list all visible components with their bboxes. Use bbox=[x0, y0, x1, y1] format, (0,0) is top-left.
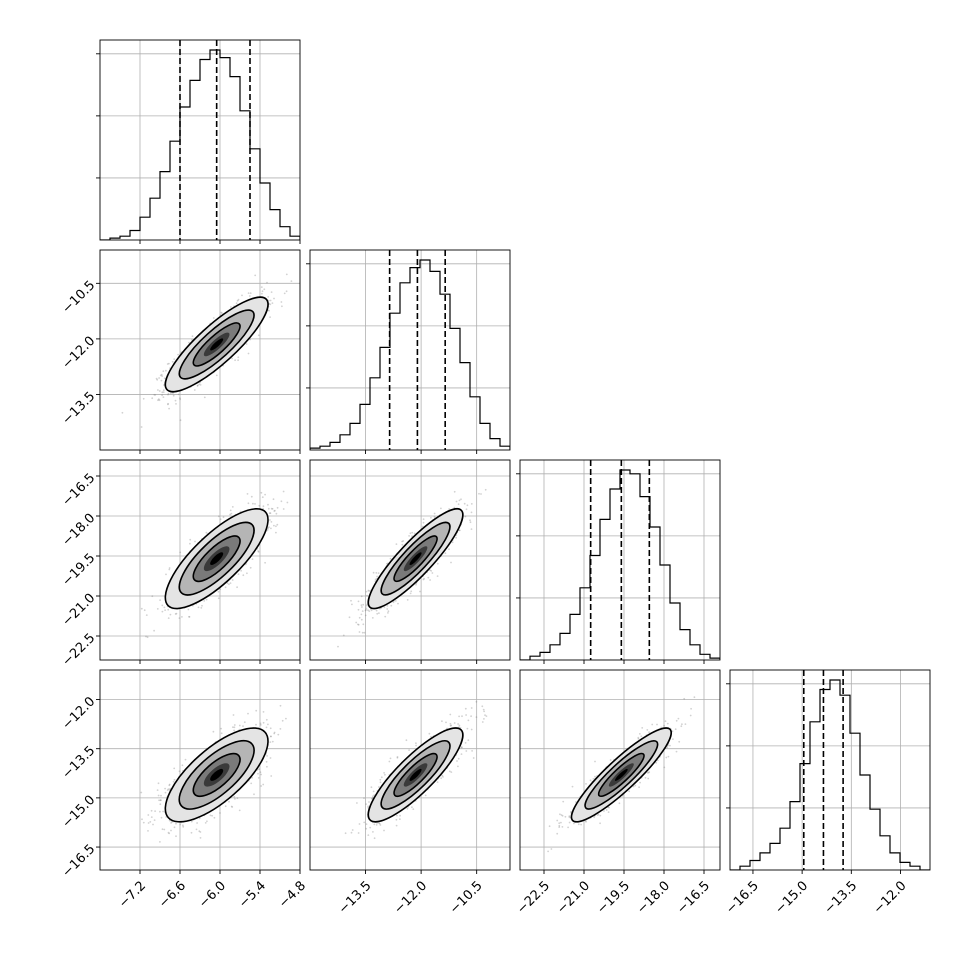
x-tick-label: −6.6 bbox=[156, 878, 189, 911]
y-tick-label: −13.5 bbox=[60, 389, 99, 428]
axes-frame bbox=[99, 249, 301, 451]
y-tick-label: −12.0 bbox=[60, 334, 99, 373]
panel-1-1 bbox=[306, 249, 511, 454]
axes-frame bbox=[519, 459, 721, 661]
x-tick-label: −22.5 bbox=[514, 878, 553, 917]
contour-0 bbox=[597, 752, 645, 798]
panel-2-0: −22.5−21.0−19.5−18.0−16.5 bbox=[60, 459, 301, 670]
y-tick-label: −13.5 bbox=[60, 743, 99, 782]
contour-1 bbox=[584, 740, 659, 810]
axes-frame bbox=[99, 459, 301, 661]
panel-3-2: −22.5 −21.0 −19.5 −18.0 −16.5 bbox=[514, 669, 721, 917]
x-tick-label: −5.4 bbox=[236, 878, 269, 911]
y-tick-label: −22.5 bbox=[60, 631, 99, 670]
contour-2 bbox=[164, 727, 269, 823]
axes-frame bbox=[729, 669, 931, 871]
contour-1 bbox=[178, 521, 255, 596]
x-tick-label: −13.5 bbox=[336, 878, 375, 917]
y-tick-label: −12.0 bbox=[60, 694, 99, 733]
histogram-2 bbox=[520, 469, 720, 660]
axes-frame bbox=[309, 249, 511, 451]
contour-2 bbox=[367, 727, 464, 823]
contour-1 bbox=[178, 309, 255, 380]
y-tick-label: −19.5 bbox=[60, 551, 99, 590]
histogram-3 bbox=[730, 679, 930, 870]
density-3-1 bbox=[344, 700, 488, 840]
x-tick-label: −6.0 bbox=[196, 878, 229, 911]
panel-3-0: −7.2 −6.6 −6.0 −5.4 −4.8 −16.5 −15.0 −13.5 −12.0 bbox=[60, 669, 309, 911]
x-tick-label: −12.0 bbox=[871, 878, 910, 917]
contour-0 bbox=[393, 535, 438, 583]
panel-2-2 bbox=[516, 459, 721, 664]
density-2-0 bbox=[140, 490, 289, 639]
panel-3-1: −13.5 −12.0 −10.5 bbox=[309, 669, 511, 917]
axes-frame bbox=[309, 459, 511, 661]
contour-1 bbox=[178, 740, 255, 810]
contour-1 bbox=[380, 521, 451, 596]
axes-frame bbox=[519, 669, 721, 871]
y-tick-label: −16.5 bbox=[60, 471, 99, 510]
contour-2 bbox=[164, 508, 269, 610]
axes-frame bbox=[309, 669, 511, 871]
density-3-0 bbox=[140, 704, 287, 843]
contour-2 bbox=[367, 508, 464, 610]
contour-0 bbox=[192, 535, 241, 583]
density-1-0 bbox=[121, 273, 293, 428]
axes-frame bbox=[99, 39, 301, 241]
contour-2 bbox=[164, 296, 269, 393]
panel-2-1 bbox=[309, 459, 511, 664]
y-tick-label: −18.0 bbox=[60, 511, 99, 550]
x-tick-label: −15.0 bbox=[772, 878, 811, 917]
x-tick-label: −12.0 bbox=[391, 878, 430, 917]
x-tick-label: −18.0 bbox=[634, 878, 673, 917]
x-tick-label: −16.5 bbox=[674, 878, 713, 917]
x-tick-label: −16.5 bbox=[723, 878, 762, 917]
y-tick-label: −10.5 bbox=[60, 278, 99, 317]
histogram-1 bbox=[310, 259, 510, 450]
panel-1-0: −13.5 −12.0 −10.5 bbox=[60, 249, 301, 454]
x-tick-label: −13.5 bbox=[822, 878, 861, 917]
contour-0 bbox=[192, 752, 241, 798]
x-tick-label: −7.2 bbox=[116, 878, 149, 911]
density-3-2 bbox=[547, 696, 696, 853]
y-tick-label: −15.0 bbox=[60, 793, 99, 832]
contour-0 bbox=[192, 322, 241, 367]
contour-1 bbox=[380, 740, 451, 810]
panel-0-0 bbox=[96, 39, 301, 244]
contour-0 bbox=[393, 752, 438, 798]
histogram-0 bbox=[100, 49, 300, 240]
density-2-1 bbox=[337, 488, 487, 648]
x-tick-label: −21.0 bbox=[554, 878, 593, 917]
axes-frame bbox=[99, 669, 301, 871]
x-tick-label: −4.8 bbox=[276, 878, 309, 911]
y-tick-label: −21.0 bbox=[60, 591, 99, 630]
x-tick-label: −10.5 bbox=[447, 878, 486, 917]
x-tick-label: −19.5 bbox=[594, 878, 633, 917]
y-tick-label: −16.5 bbox=[60, 842, 99, 881]
panel-3-3: −16.5 −15.0 −13.5 −12.0 bbox=[723, 669, 931, 917]
contour-2 bbox=[570, 727, 672, 823]
